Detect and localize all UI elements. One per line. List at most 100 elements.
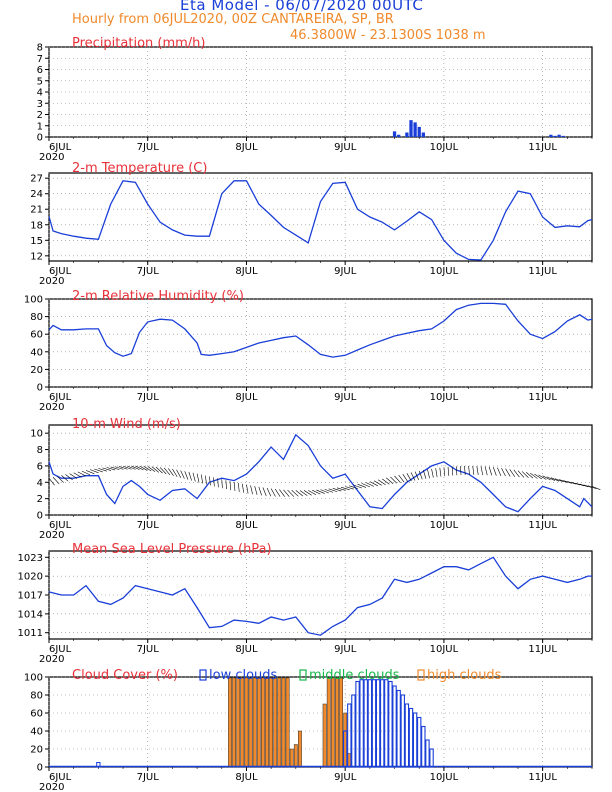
wind-barb	[497, 467, 502, 476]
wind-barb	[73, 472, 82, 478]
wind-xtick-label: 10JUL	[430, 520, 459, 531]
cloud-bar-low-clouds	[421, 725, 426, 768]
cloud-bar-high-clouds	[244, 677, 249, 768]
rh-xtick-label: 11JUL	[528, 392, 557, 403]
legend-label-2: high clouds	[427, 668, 502, 683]
cloud-panel	[45, 669, 593, 771]
wind-barb	[213, 477, 215, 487]
wind-barb	[316, 489, 325, 494]
rh-frame	[48, 298, 593, 388]
wind-barb	[52, 477, 60, 485]
wind-barb	[382, 478, 390, 485]
cloud-bar-low-clouds	[363, 679, 368, 768]
precip-bar	[392, 131, 397, 137]
cloud-bar-low-clouds	[425, 739, 430, 768]
wind-barb	[233, 482, 236, 492]
precip-ytick-label: 8	[37, 43, 43, 54]
temp-ytick-label: 18	[30, 220, 43, 231]
wind-barb	[468, 465, 470, 475]
temp-xtick-label: 8JUL	[235, 266, 258, 277]
wind-barb	[332, 488, 342, 492]
cloud-bar-low-clouds	[429, 748, 434, 768]
wind-barb	[324, 488, 334, 493]
wind-barb	[312, 489, 321, 495]
cloud-bar-low-clouds	[351, 694, 356, 768]
wind-barb	[188, 471, 192, 481]
wind-barb	[328, 488, 338, 493]
mslp-ytick-label: 1020	[18, 572, 43, 583]
wind-barb	[435, 468, 438, 478]
wind-barb	[427, 469, 430, 479]
wind-barb	[135, 465, 144, 471]
wind-barb	[221, 479, 223, 489]
wind-barb	[443, 467, 446, 477]
precip-ytick-label: 0	[37, 133, 43, 144]
wind-barb	[90, 469, 99, 474]
wind-barb	[554, 478, 564, 483]
wind-barb	[102, 467, 112, 471]
wind-barb	[200, 474, 204, 484]
legend-swatch-2	[417, 669, 425, 681]
cloud-bar-low-clouds	[384, 679, 389, 768]
mslp-xtick-label: 9JUL	[334, 644, 357, 655]
wind-barb	[279, 489, 285, 497]
precip-bar	[421, 132, 425, 137]
wind-barb	[509, 469, 516, 477]
wind-barb	[336, 487, 346, 491]
cloud-bar-high-clouds	[335, 677, 339, 768]
wind-barb	[349, 485, 358, 489]
wind-barb	[85, 470, 95, 475]
wind-barb	[558, 479, 568, 483]
cloud-bar-low-clouds	[412, 712, 418, 768]
cloud-bar-low-clouds	[347, 703, 352, 768]
precip-title: Precipitation (mm/h)	[72, 36, 205, 51]
temp-ytick-label: 24	[30, 189, 43, 200]
wind-barb	[563, 480, 572, 484]
cloud-bar-high-clouds	[281, 677, 286, 768]
cloud-xtick-label: 9JUL	[334, 772, 357, 783]
rh-ytick-label: 40	[30, 347, 43, 358]
temp-series-line	[48, 180, 593, 261]
cloud-bar-high-clouds	[261, 677, 265, 768]
wind-barb	[155, 466, 163, 474]
cloud-bar-high-clouds	[277, 677, 282, 768]
cloud-bar-high-clouds	[269, 677, 274, 768]
wind-barb	[377, 479, 386, 486]
temp-year-label: 2020	[39, 276, 64, 287]
rh-xtick-label: 7JUL	[137, 392, 160, 403]
cloud-bar-high-clouds	[339, 677, 343, 768]
wind-barb	[406, 473, 412, 482]
cloud-bar-high-clouds	[265, 677, 269, 768]
cloud-xtick-label: 6JUL	[49, 772, 72, 783]
mslp-xtick-label: 6JUL	[49, 644, 72, 655]
cloud-bar-high-clouds	[330, 677, 335, 768]
wind-barb	[48, 477, 55, 486]
wind-barb	[106, 467, 116, 471]
precip-bar	[549, 134, 553, 137]
mslp-series-line	[48, 556, 592, 636]
wind-barb	[414, 471, 419, 481]
rh-ytick-label: 20	[30, 365, 43, 376]
wind-barb	[242, 483, 244, 493]
wind-barb	[534, 473, 543, 480]
rh-year-label: 2020	[39, 402, 64, 413]
precip-bar	[561, 135, 565, 137]
wind-barb	[205, 475, 207, 485]
precip-xtick-label: 6JUL	[49, 142, 72, 153]
wind-barb	[484, 466, 488, 476]
cloud-bar-high-clouds	[273, 677, 278, 768]
wind-barb	[460, 466, 462, 476]
temp-panel	[45, 172, 593, 265]
wind-barb	[488, 466, 493, 476]
wind-barb	[77, 471, 86, 477]
wind-barb	[357, 483, 367, 488]
temp-xtick-label: 11JUL	[528, 266, 557, 277]
wind-barb	[505, 468, 511, 477]
precip-bar	[417, 126, 421, 137]
precip-bar	[553, 135, 557, 137]
cloud-bar-high-clouds	[232, 677, 237, 768]
wind-barb	[546, 476, 556, 481]
cloud-bar-high-clouds	[285, 677, 290, 768]
wind-barb	[439, 467, 442, 477]
mslp-year-label: 2020	[39, 654, 64, 665]
